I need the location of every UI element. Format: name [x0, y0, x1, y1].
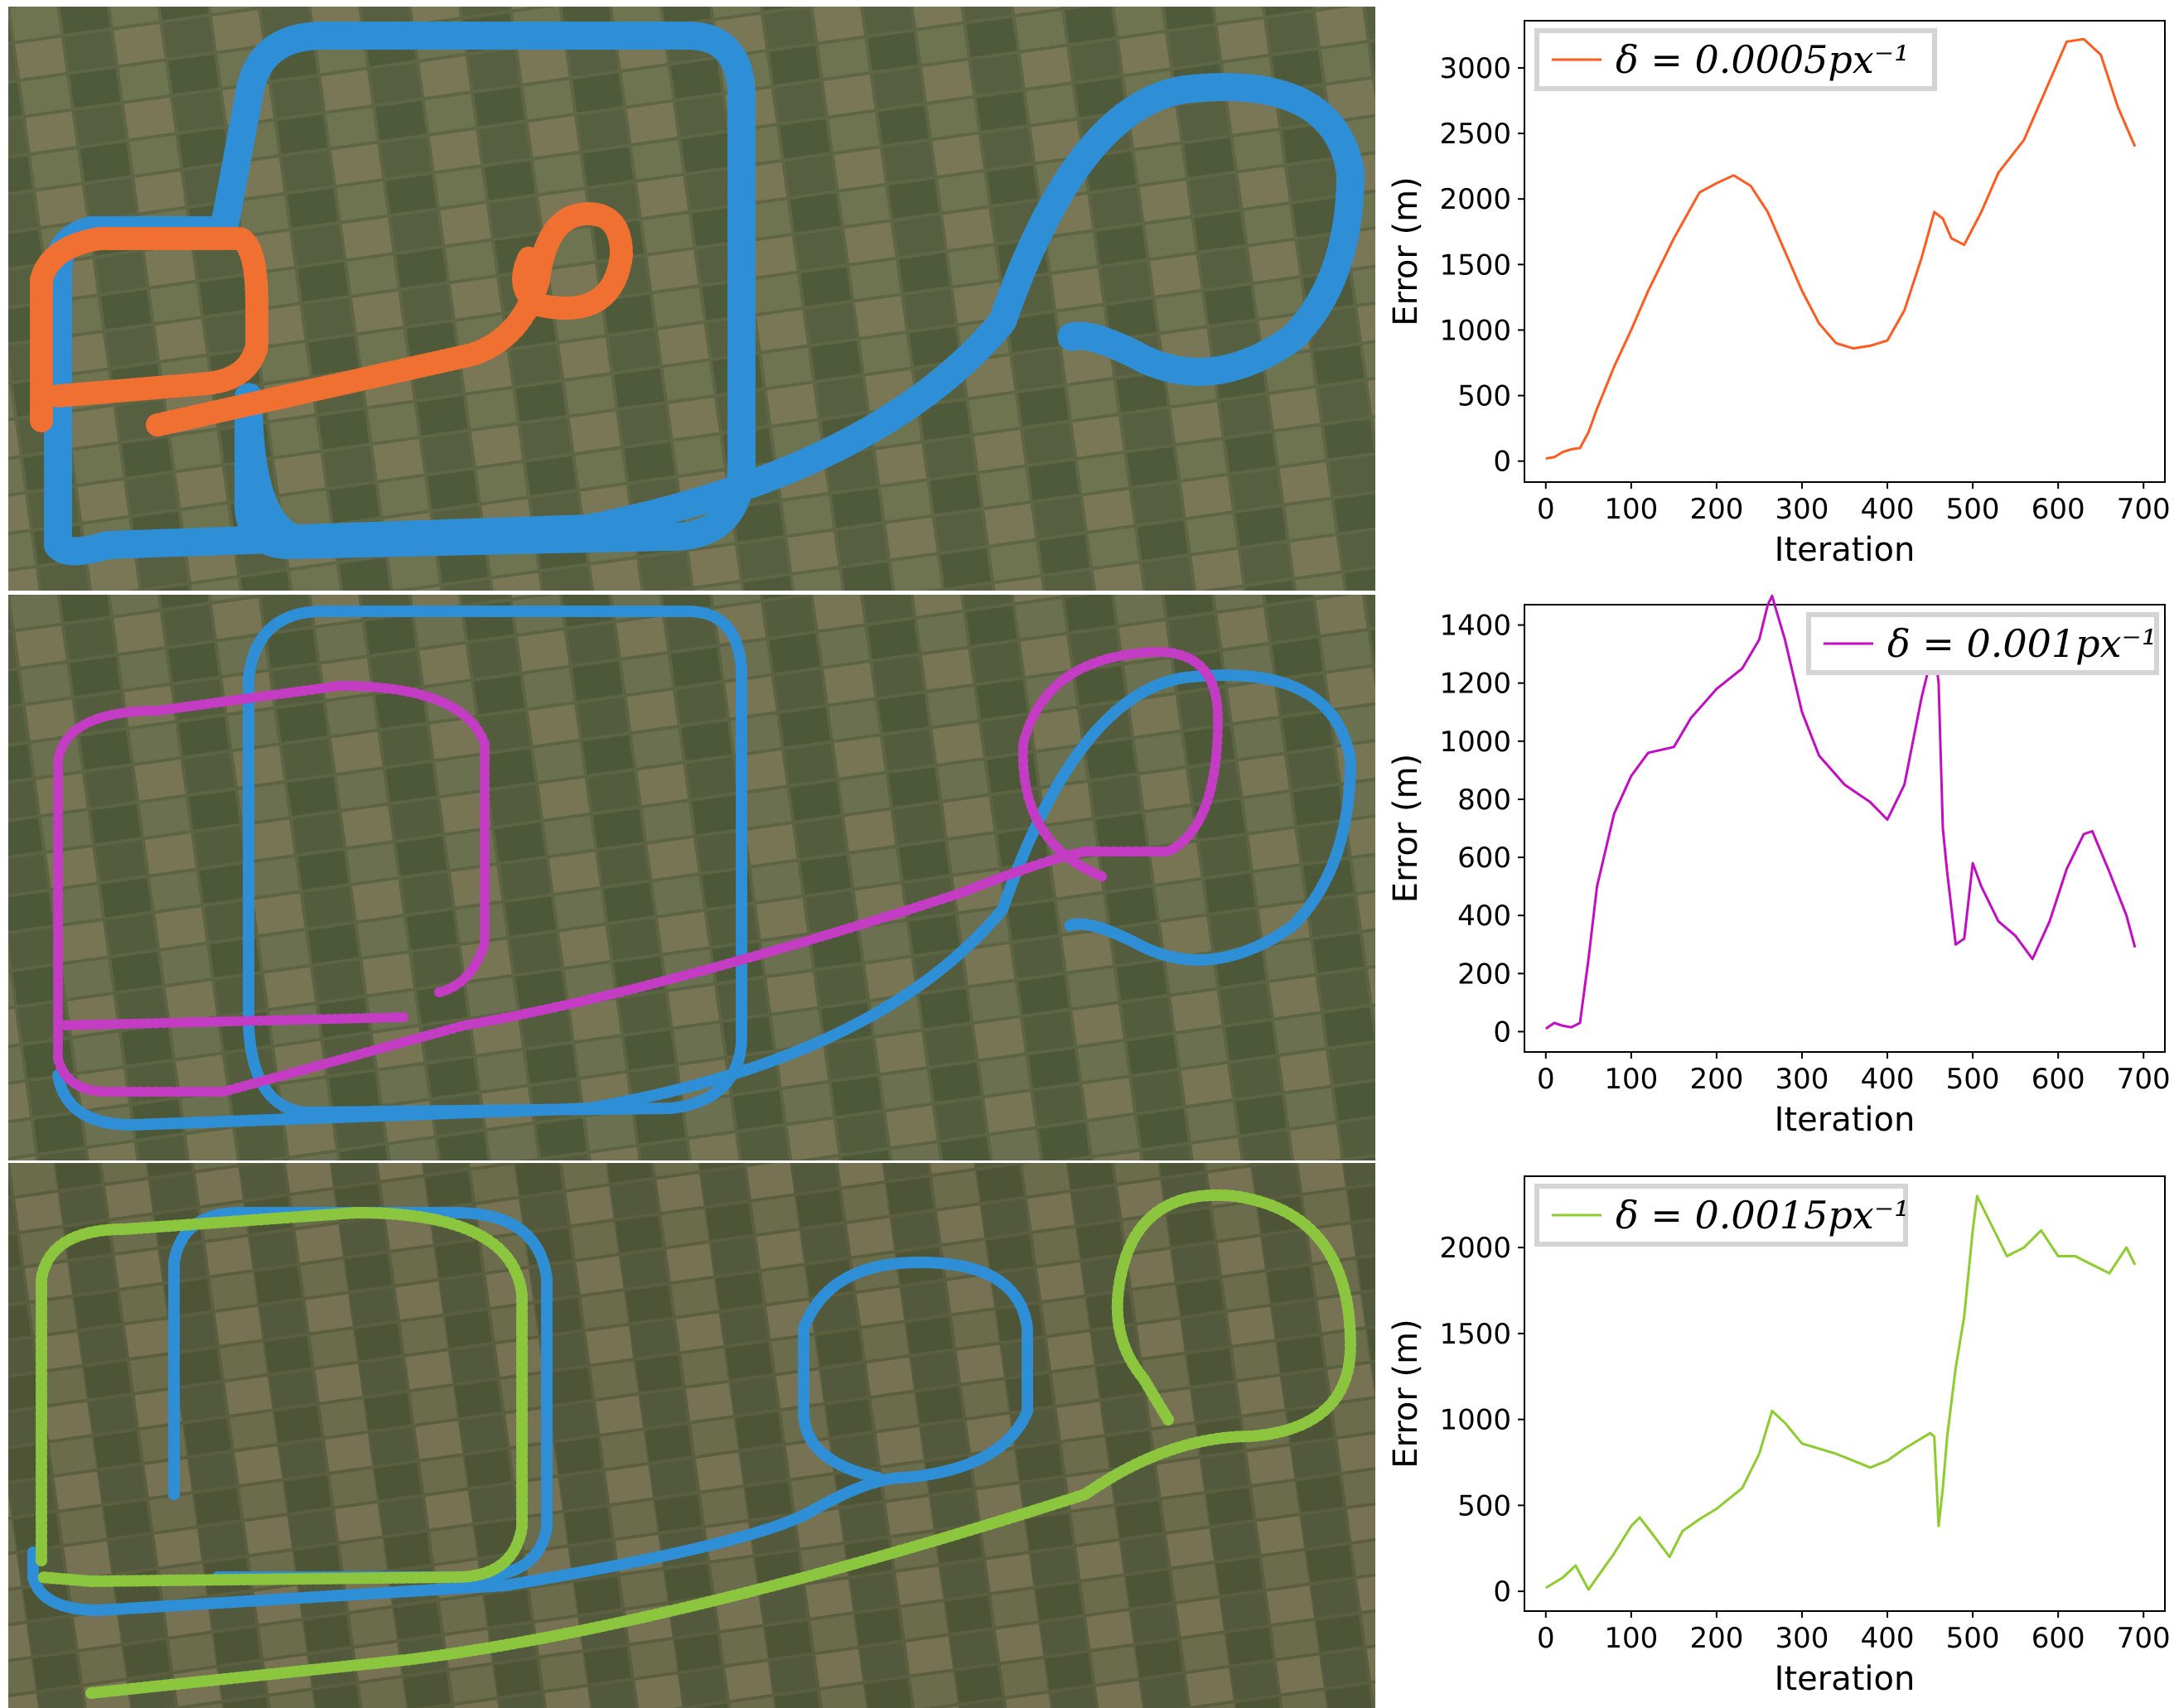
- y-tick-label: 2000: [1439, 183, 1511, 216]
- y-tick-label: 600: [1457, 842, 1511, 875]
- x-tick-label: 400: [1861, 1063, 1915, 1096]
- y-tick-label: 0: [1493, 1575, 1511, 1609]
- x-tick-label: 600: [2031, 493, 2085, 526]
- legend-label: δ = 0.0005px⁻¹: [1616, 37, 1910, 82]
- x-axis-label: Iteration: [1775, 1101, 1916, 1139]
- estimated-trajectory: [36, 1189, 1356, 1699]
- y-tick-label: 0: [1493, 1016, 1511, 1049]
- error-chart-2: 0 100 200 300 400 500 600 700 0 200 400 600 800 1000 1…: [1387, 595, 2171, 1139]
- x-tick-label: 0: [1537, 1622, 1555, 1655]
- y-tick-label: 1000: [1439, 726, 1511, 759]
- y-tick-label: 3000: [1439, 52, 1511, 85]
- y-axis-label: Error (m): [1387, 754, 1425, 903]
- x-tick-label: 100: [1604, 493, 1658, 526]
- y-tick-label: 1400: [1439, 610, 1511, 643]
- x-tick-label: 700: [2117, 493, 2171, 526]
- x-tick-label: 100: [1604, 1063, 1658, 1096]
- x-tick-label: 600: [2031, 1063, 2085, 1096]
- x-tick-label: 300: [1775, 1622, 1829, 1655]
- y-tick-label: 500: [1457, 380, 1511, 413]
- reference-trajectory: [52, 606, 1356, 1131]
- x-axis-label: Iteration: [1775, 1660, 1916, 1698]
- legend-box: [1534, 1184, 1908, 1247]
- x-tick-label: 700: [2117, 1063, 2171, 1096]
- legend-box: [1534, 28, 1937, 91]
- error-chart-1: 0 100 200 300 400 500 600 700 0 500 1000 1500 2000 25…: [1387, 20, 2171, 569]
- x-tick-label: 100: [1604, 1622, 1658, 1655]
- satellite-background: [8, 1163, 1375, 1708]
- legend: δ = 0.0005px⁻¹: [1534, 28, 1937, 91]
- map-2-svg: [8, 595, 1375, 1160]
- chart-panel-2: 0 100 200 300 400 500 600 700 0 200 400 600 800 1000 1…: [1379, 584, 2174, 1151]
- y-tick-label: 2000: [1439, 1232, 1511, 1265]
- error-chart-3: 0 100 200 300 400 500 600 700 0 500 1000 1500 2000 It…: [1387, 1175, 2171, 1698]
- y-tick-label: 2500: [1439, 118, 1511, 151]
- map-3-svg: [8, 1163, 1375, 1708]
- legend: δ = 0.001px⁻¹: [1806, 612, 2159, 675]
- x-tick-label: 500: [1946, 1622, 2000, 1655]
- plot-frame: [1524, 20, 2166, 483]
- legend-label: δ = 0.001px⁻¹: [1887, 621, 2157, 666]
- y-tick-label: 800: [1457, 784, 1511, 817]
- x-axis-label: Iteration: [1775, 531, 1916, 569]
- y-tick-label: 1000: [1439, 314, 1511, 347]
- series-line: [1545, 37, 2137, 460]
- x-tick-label: 300: [1775, 1063, 1829, 1096]
- y-tick-label: 1000: [1439, 1404, 1511, 1437]
- y-tick-label: 0: [1493, 446, 1511, 479]
- map-panel-1: [8, 7, 1375, 591]
- y-tick-label: 1500: [1439, 248, 1511, 282]
- estimated-trajectory: [53, 647, 1223, 1097]
- x-tick-label: 600: [2031, 1622, 2085, 1655]
- series-line: [1545, 1194, 2137, 1591]
- plot-frame: [1524, 1175, 2166, 1612]
- y-tick-label: 500: [1457, 1489, 1511, 1522]
- x-tick-label: 400: [1861, 1622, 1915, 1655]
- chart-panel-3: 0 100 200 300 400 500 600 700 0 500 1000 1500 2000 It…: [1379, 1156, 2174, 1708]
- x-tick-label: 300: [1775, 493, 1829, 526]
- x-tick-label: 200: [1689, 1063, 1743, 1096]
- reference-trajectory: [44, 22, 1365, 566]
- y-tick-label: 1200: [1439, 668, 1511, 701]
- map-1-svg: [8, 7, 1375, 591]
- estimated-trajectory: [30, 202, 633, 437]
- x-tick-label: 200: [1689, 1622, 1743, 1655]
- chart-panel-1: 0 100 200 300 400 500 600 700 0 500 1000 1500 2000 25…: [1379, 0, 2174, 584]
- y-axis-label: Error (m): [1387, 176, 1425, 326]
- y-tick-label: 1500: [1439, 1318, 1511, 1351]
- x-tick-label: 200: [1689, 493, 1743, 526]
- x-tick-label: 400: [1861, 493, 1915, 526]
- series-line: [1544, 595, 2137, 1030]
- map-panel-2: [8, 595, 1375, 1160]
- y-axis-label: Error (m): [1387, 1319, 1425, 1468]
- x-tick-label: 700: [2117, 1622, 2171, 1655]
- x-tick-label: 0: [1537, 1063, 1555, 1096]
- y-tick-label: 400: [1457, 900, 1511, 933]
- y-tick-label: 200: [1457, 958, 1511, 991]
- x-tick-label: 0: [1537, 493, 1555, 526]
- plot-frame: [1524, 604, 2166, 1053]
- x-tick-label: 500: [1946, 493, 2000, 526]
- x-tick-label: 500: [1946, 1063, 2000, 1096]
- map-panel-3: [8, 1163, 1375, 1708]
- legend: δ = 0.0015px⁻¹: [1534, 1184, 1910, 1247]
- legend-label: δ = 0.0015px⁻¹: [1616, 1193, 1910, 1238]
